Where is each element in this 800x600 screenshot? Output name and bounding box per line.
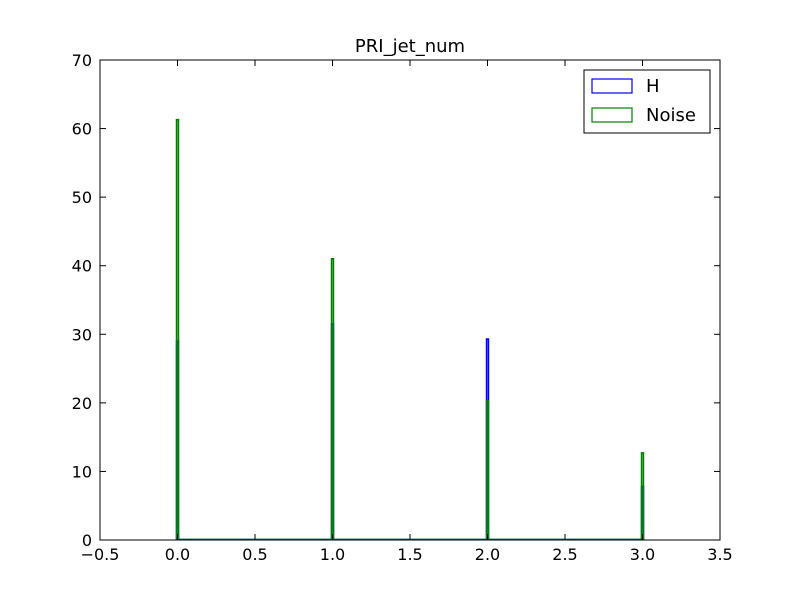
legend-swatch-h	[591, 78, 633, 94]
x-tick-label: 3.5	[707, 545, 732, 564]
y-tick-label: 70	[72, 51, 92, 70]
x-tick-label: 2.5	[552, 545, 577, 564]
x-tick-label: 0.5	[242, 545, 267, 564]
legend-label-h: H	[646, 76, 660, 97]
bar-noise-2	[485, 400, 490, 540]
x-tick-label: 0.0	[165, 545, 190, 564]
plot-frame	[99, 59, 721, 541]
y-tick-label: 20	[72, 394, 92, 413]
y-tick-label: 0	[82, 531, 92, 550]
y-tick-label: 50	[72, 188, 92, 207]
legend-label-noise: Noise	[646, 105, 696, 126]
bar-noise-3	[640, 452, 645, 540]
bar-noise-0	[175, 118, 180, 540]
ticks-group: −0.5 0.0 0.5 1.0 1.5 2.0 2.5 3.0 3.5 0 10 20 30 40 50 6…	[72, 51, 733, 564]
y-tick-label: 10	[72, 462, 92, 481]
bar-noise-1	[330, 258, 335, 540]
y-tick-label: 30	[72, 325, 92, 344]
x-tick-label: −0.5	[81, 545, 120, 564]
x-tick-label: 3.0	[630, 545, 655, 564]
legend-swatch-noise	[591, 107, 633, 123]
chart-title: PRI_jet_num	[355, 36, 465, 57]
x-tick-label: 1.0	[320, 545, 345, 564]
y-tick-label: 60	[72, 120, 92, 139]
legend: H Noise	[583, 69, 711, 134]
x-tick-label: 1.5	[397, 545, 422, 564]
x-tick-label: 2.0	[475, 545, 500, 564]
y-tick-label: 40	[72, 257, 92, 276]
